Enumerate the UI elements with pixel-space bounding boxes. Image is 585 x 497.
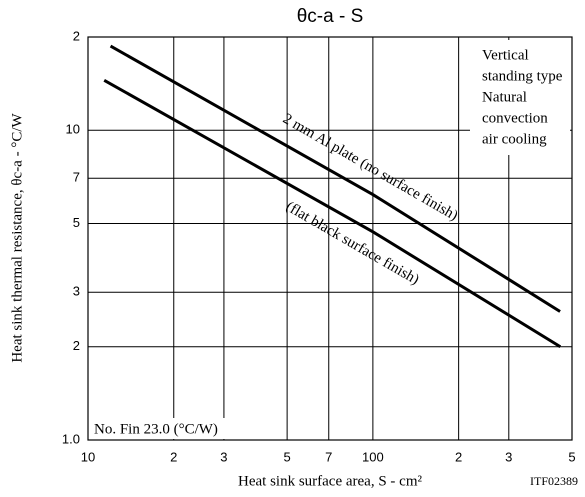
plot-frame [87,36,573,441]
y-tick-label: 5 [73,215,80,230]
x-tick-label: 2 [455,449,462,464]
figure-code: ITF02389 [530,474,578,488]
x-tick-label: 10 [81,449,95,464]
note-line: air cooling [482,131,547,147]
fin-note: No. Fin 23.0 (°C/W) [94,421,218,437]
y-tick-label: 3 [73,284,80,299]
chart-title: θc-a - S [297,6,364,27]
note-line: Vertical [482,47,529,63]
series-line [109,44,561,313]
note-line: convection [482,110,548,126]
x-tick-label: 100 [362,449,384,464]
x-tick-label: 5 [568,449,575,464]
x-tick-label: 3 [220,449,227,464]
note-box [470,40,570,155]
note-line: standing type [482,68,563,84]
series-line [103,78,562,349]
y-tick-label: 1.0 [62,431,80,446]
note-line: Natural [482,89,527,105]
y-tick-label: 10 [66,122,80,137]
x-tick-label: 3 [505,449,512,464]
y-axis-label: Heat sink thermal resistance, θc-a - °C/… [9,112,25,362]
y-tick-label: 7 [73,170,80,185]
y-tick-label: 2 [73,338,80,353]
y-tick-label: 2 [73,28,80,43]
x-tick-label: 2 [170,449,177,464]
x-tick-label: 7 [325,449,332,464]
fin-note-box [89,418,285,439]
x-axis-label: Heat sink surface area, S - cm² [238,473,423,489]
x-tick-label: 5 [284,449,291,464]
